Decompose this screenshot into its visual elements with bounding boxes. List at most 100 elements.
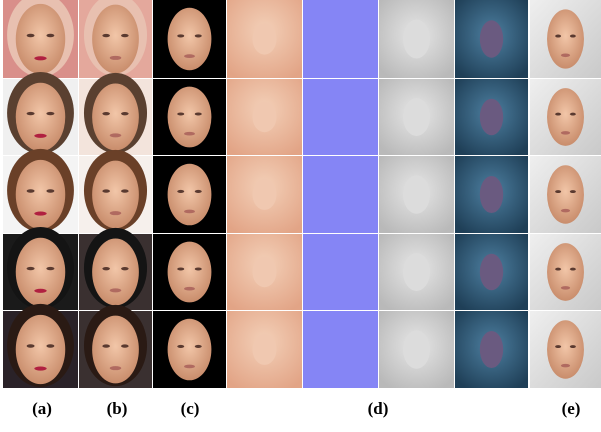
panel-label: (b): [107, 399, 128, 418]
image-cell: [303, 79, 378, 155]
panel-label: (d): [368, 399, 389, 418]
image-cell: [303, 311, 378, 388]
eye: [27, 344, 35, 347]
face: [92, 161, 139, 229]
mouth: [34, 289, 46, 293]
mouth: [110, 288, 122, 292]
face: [403, 330, 430, 369]
eye: [177, 267, 184, 270]
face: [480, 20, 503, 57]
face: [168, 319, 212, 381]
eye: [555, 345, 561, 348]
mouth: [561, 286, 570, 289]
face: [403, 98, 430, 136]
face: [547, 88, 584, 146]
face: [480, 99, 503, 135]
mouth: [34, 366, 46, 370]
eye: [102, 189, 109, 192]
eye: [102, 34, 109, 37]
mouth: [561, 131, 570, 134]
eye: [555, 35, 561, 38]
face: [547, 320, 584, 379]
mouth: [110, 366, 122, 370]
face: [168, 8, 212, 70]
mouth: [34, 56, 46, 60]
face: [547, 9, 584, 68]
face: [253, 102, 277, 132]
eye: [570, 268, 576, 271]
panel-label: (a): [32, 399, 52, 418]
face: [16, 238, 66, 306]
mouth: [561, 54, 570, 58]
face: [480, 176, 503, 213]
eye: [46, 112, 54, 115]
eye: [195, 34, 202, 37]
eye: [177, 34, 184, 37]
mouth: [110, 133, 122, 137]
mouth: [561, 209, 570, 213]
eye: [121, 267, 128, 270]
mouth: [184, 54, 195, 58]
eye: [177, 345, 184, 348]
eye: [121, 112, 128, 115]
eye: [195, 267, 202, 270]
eye: [27, 189, 35, 192]
face: [92, 316, 139, 384]
mouth: [184, 132, 195, 136]
eye: [102, 267, 109, 270]
image-cell: [303, 156, 378, 233]
face: [253, 334, 277, 365]
mouth: [34, 211, 46, 215]
face: [16, 4, 66, 74]
figure: (a) (b) (c) (d) (e): [0, 0, 601, 432]
figure-grid: (a) (b) (c) (d) (e): [0, 0, 601, 432]
eye: [195, 112, 202, 115]
mouth: [110, 56, 122, 60]
eye: [27, 267, 35, 270]
mouth: [561, 364, 570, 368]
face: [547, 243, 584, 301]
eye: [177, 190, 184, 193]
face: [403, 253, 430, 291]
panel-label: (e): [562, 399, 581, 418]
eye: [555, 190, 561, 193]
face: [16, 83, 66, 151]
eye: [46, 344, 54, 347]
face: [16, 315, 66, 384]
eye: [121, 34, 128, 37]
face: [253, 23, 277, 54]
face: [16, 160, 66, 229]
face: [168, 164, 212, 226]
eye: [177, 112, 184, 115]
eye: [46, 267, 54, 270]
eye: [195, 345, 202, 348]
eye: [570, 345, 576, 348]
panel-label: (c): [181, 399, 200, 418]
image-cell: [303, 234, 378, 310]
mouth: [110, 211, 122, 215]
face: [480, 331, 503, 368]
face: [480, 254, 503, 290]
eye: [570, 113, 576, 116]
face: [168, 87, 212, 148]
eye: [121, 344, 128, 347]
face: [92, 5, 139, 74]
eye: [102, 112, 109, 115]
face: [547, 165, 584, 224]
eye: [570, 190, 576, 193]
mouth: [184, 365, 195, 369]
eye: [46, 189, 54, 192]
face: [92, 84, 139, 151]
eye: [555, 268, 561, 271]
eye: [102, 344, 109, 347]
image-cell: [303, 0, 378, 78]
eye: [195, 190, 202, 193]
mouth: [34, 134, 46, 138]
eye: [570, 35, 576, 38]
face: [253, 257, 277, 287]
face: [168, 242, 212, 303]
face: [92, 239, 139, 306]
eye: [46, 34, 54, 38]
eye: [27, 34, 35, 38]
mouth: [184, 210, 195, 214]
